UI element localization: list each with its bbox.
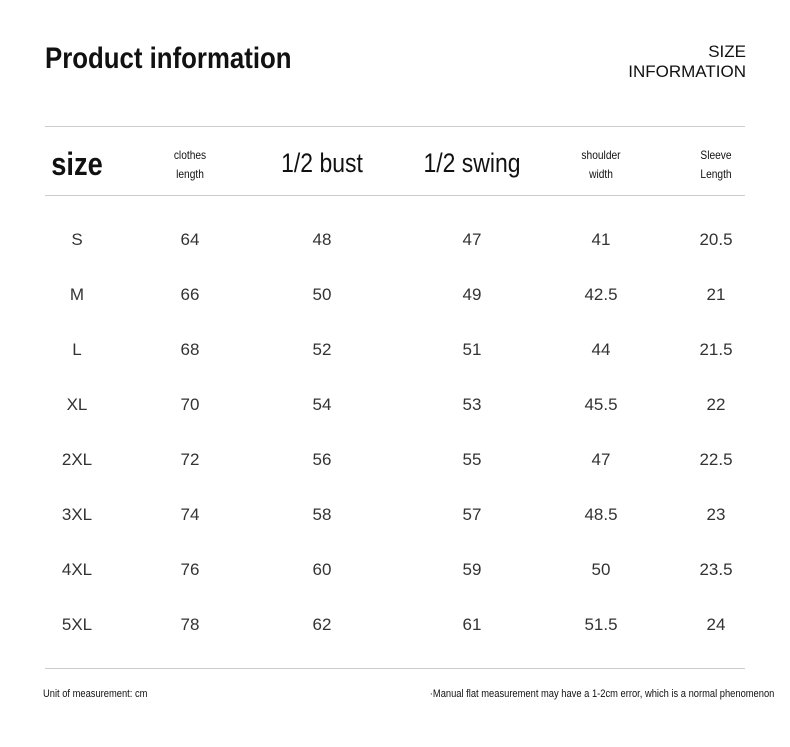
table-cell: 47 xyxy=(591,450,611,469)
table-cell: S xyxy=(71,230,83,249)
table-cell: 5XL xyxy=(61,615,93,634)
table-cell: 22.5 xyxy=(699,450,733,469)
column-header-line: length xyxy=(176,167,204,181)
table-cell: 70 xyxy=(180,395,200,414)
column-header-line: 1/2 bust xyxy=(281,148,363,178)
column-header-line: size xyxy=(51,146,103,182)
rule xyxy=(45,668,745,669)
table-cell: 23.5 xyxy=(699,560,733,579)
column-header: size xyxy=(26,146,128,183)
column-header: 1/2 bust xyxy=(271,148,373,179)
table-cell: 54 xyxy=(312,395,332,414)
table-cell: 61 xyxy=(462,615,482,634)
column-header-line: clothes xyxy=(173,148,207,162)
table-cell: 68 xyxy=(180,340,200,359)
table-cell: 50 xyxy=(591,560,611,579)
table-cell: 3XL xyxy=(61,505,93,524)
column-header-line: Length xyxy=(700,167,732,181)
table-cell: 62 xyxy=(312,615,332,634)
table-cell: 47 xyxy=(462,230,482,249)
table-cell: M xyxy=(69,285,85,304)
table-cell: 48 xyxy=(312,230,332,249)
table-cell: 49 xyxy=(462,285,482,304)
table-cell: 21.5 xyxy=(699,340,733,359)
table-cell: 52 xyxy=(312,340,332,359)
table-cell: 60 xyxy=(312,560,332,579)
table-cell: 53 xyxy=(462,395,482,414)
column-header-line: Sleeve xyxy=(700,148,732,162)
column-header: Sleeve Length xyxy=(665,146,767,184)
table-cell: 78 xyxy=(180,615,200,634)
rule xyxy=(45,195,745,196)
side-title-line: INFORMATION xyxy=(628,62,746,81)
table-cell: 51.5 xyxy=(584,615,618,634)
error-note: ·Manual flat measurement may have a 1-2c… xyxy=(429,688,774,700)
table-cell: 55 xyxy=(462,450,482,469)
table-cell: 64 xyxy=(180,230,200,249)
table-cell: 2XL xyxy=(61,450,93,469)
column-header: shoulder width xyxy=(550,146,652,184)
table-cell: 59 xyxy=(462,560,482,579)
column-header: clothes length xyxy=(139,146,241,184)
table-cell: 66 xyxy=(180,285,200,304)
unit-note: Unit of measurement: cm xyxy=(43,688,148,700)
table-cell: XL xyxy=(66,395,88,414)
table-cell: 72 xyxy=(180,450,200,469)
side-title-line: SIZE xyxy=(708,42,746,61)
table-cell: L xyxy=(72,340,82,359)
table-cell: 51 xyxy=(462,340,482,359)
table-cell: 42.5 xyxy=(584,285,618,304)
title: Product information xyxy=(45,42,292,75)
table-cell: 48.5 xyxy=(584,505,618,524)
table-cell: 76 xyxy=(180,560,200,579)
table-cell: 41 xyxy=(591,230,611,249)
column-header-line: width xyxy=(589,167,613,181)
table-cell: 74 xyxy=(180,505,200,524)
table-cell: 23 xyxy=(706,505,726,524)
column-header-line: shoulder xyxy=(581,148,621,162)
table-cell: 22 xyxy=(706,395,726,414)
table-cell: 44 xyxy=(591,340,611,359)
column-header-line: 1/2 swing xyxy=(423,148,521,178)
table-cell: 20.5 xyxy=(699,230,733,249)
table-cell: 45.5 xyxy=(584,395,618,414)
table-cell: 57 xyxy=(462,505,482,524)
table-cell: 4XL xyxy=(61,560,93,579)
column-header: 1/2 swing xyxy=(421,148,523,179)
rule xyxy=(45,126,745,127)
side-title: SIZE INFORMATION xyxy=(628,42,746,82)
table-cell: 21 xyxy=(706,285,726,304)
table-cell: 50 xyxy=(312,285,332,304)
table-cell: 58 xyxy=(312,505,332,524)
table-cell: 56 xyxy=(312,450,332,469)
table-cell: 24 xyxy=(706,615,726,634)
